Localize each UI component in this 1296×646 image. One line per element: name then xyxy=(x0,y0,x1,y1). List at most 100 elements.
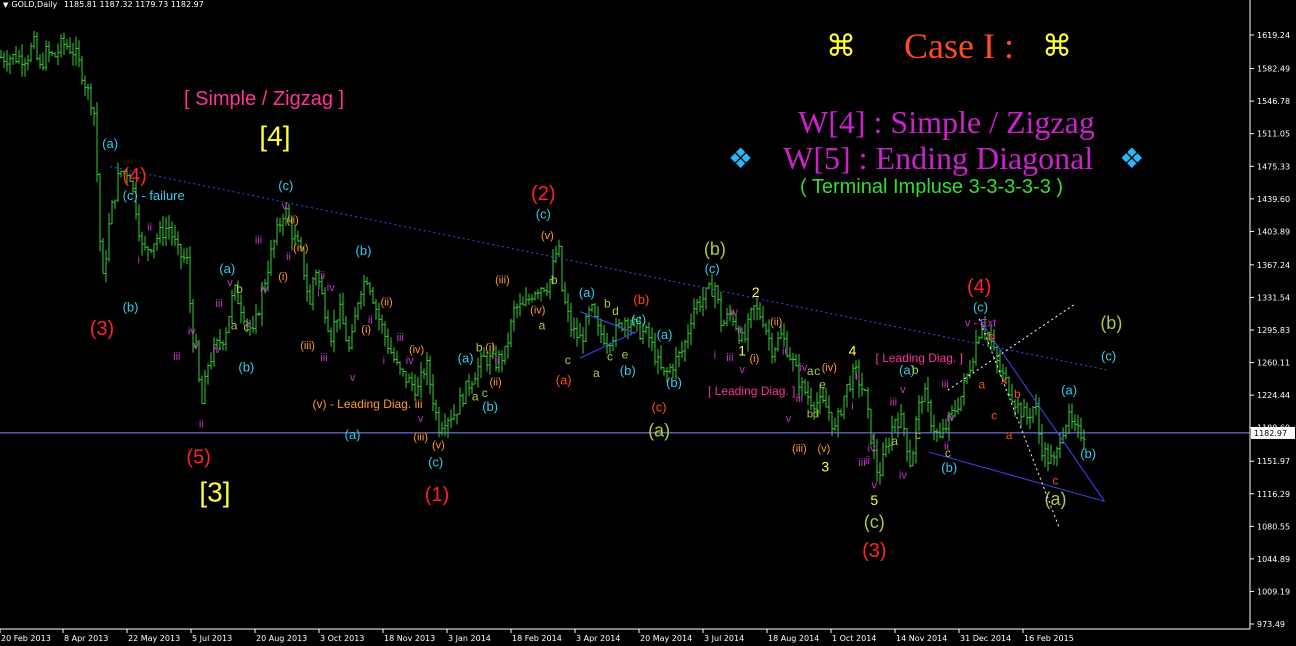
ohlc-bar xyxy=(5,50,9,72)
ohlc-bar xyxy=(407,373,411,383)
ohlc-bar xyxy=(302,247,306,281)
ohlc-bar xyxy=(851,363,855,399)
ohlc-bar xyxy=(635,318,639,332)
ohlc-bar xyxy=(737,326,741,344)
ohlc-bar xyxy=(1073,414,1077,432)
ohlc-bar xyxy=(815,392,819,417)
x-tick-label: 22 May 2013 xyxy=(128,634,180,643)
wave-label: iv xyxy=(327,282,335,294)
ohlc-bar xyxy=(1025,402,1029,425)
wave-labels: (3)(a)(4)(c) - failure(b)iii(5)[3][4]iii… xyxy=(90,121,1123,562)
dropdown-icon[interactable]: ▼ xyxy=(3,1,9,9)
wave-label: (c) xyxy=(428,454,443,469)
wave-label: (iii) xyxy=(300,340,315,352)
ohlc-bar xyxy=(335,319,339,333)
ohlc-bar xyxy=(665,366,669,383)
x-tick-label: 3 Jul 2014 xyxy=(704,634,744,643)
wave-label: (a) xyxy=(345,427,361,442)
ohlc-bar xyxy=(701,286,705,317)
ohlc-bar xyxy=(773,347,777,363)
ohlc-bar xyxy=(893,418,897,433)
ohlc-bar xyxy=(380,314,384,334)
ohlc-bar xyxy=(383,321,387,347)
ohlc-bar xyxy=(770,332,774,364)
ohlc-bar xyxy=(377,302,381,331)
ohlc-bar xyxy=(1079,417,1083,442)
wave-label: (b) xyxy=(620,363,636,378)
ohlc-bar xyxy=(554,245,558,264)
wave-label: (b) xyxy=(482,399,498,414)
ohlc-bar xyxy=(56,43,60,65)
wave-label: i xyxy=(851,400,853,412)
wave-label: (4) xyxy=(122,165,146,187)
ohlc-bar xyxy=(311,276,315,311)
ohlc-bar xyxy=(791,352,795,372)
ohlc-bar xyxy=(293,224,297,245)
ohlc-bar xyxy=(641,323,645,344)
ohlc-bar xyxy=(728,304,732,322)
ohlc-bar xyxy=(71,42,75,66)
ohlc-bar xyxy=(467,373,471,396)
wave-label: c xyxy=(945,446,951,460)
ohlc-bar xyxy=(1046,443,1050,472)
ohlc-bar xyxy=(1010,383,1014,404)
ohlc-bar xyxy=(911,450,915,467)
terminal-impulse-note: ( Terminal Impluse 3-3-3-3-3 ) xyxy=(800,176,1064,198)
y-tick-label: 1403.89 xyxy=(1257,227,1290,236)
ohlc-bar xyxy=(857,359,861,398)
ohlc-bar xyxy=(716,284,720,304)
wave-label: (3) xyxy=(862,540,886,562)
ohlc-bar xyxy=(713,282,717,309)
ohlc-bar xyxy=(494,345,498,372)
ohlc-bar xyxy=(110,200,114,225)
ohlc-bar xyxy=(200,375,204,405)
ohlc-bar xyxy=(758,302,762,320)
wave-label: ii xyxy=(147,222,152,234)
ohlc-bar xyxy=(389,337,393,355)
ohlc-bar xyxy=(587,306,591,326)
ohlc-bar xyxy=(581,327,585,354)
ohlc-bar xyxy=(887,437,891,454)
ohlc-bar xyxy=(257,311,261,316)
ohlc-bar xyxy=(794,353,798,367)
wave-label: iv xyxy=(188,326,196,338)
ohlc-bar xyxy=(278,217,282,233)
ohlc-bar xyxy=(116,162,120,203)
ohlc-bar xyxy=(263,278,267,294)
ohlc-bar xyxy=(35,32,39,61)
ohlc-bar xyxy=(113,199,117,210)
wave-label: (iii) xyxy=(495,275,510,287)
ohlc-bar xyxy=(95,102,99,183)
ohlc-bar xyxy=(755,296,759,321)
ohlc-bar xyxy=(323,287,327,324)
wave-label: iv xyxy=(406,355,414,367)
wave-label: ii xyxy=(247,318,252,330)
ohlc-bar xyxy=(845,383,849,408)
ohlc-bar xyxy=(914,415,918,464)
simple-zigzag-note: [ Simple / Zigzag ] xyxy=(184,88,345,110)
wave-label: (v) - Leading Diag. iii xyxy=(313,397,423,411)
ohlc-bar xyxy=(488,348,492,376)
wave-label: (b) xyxy=(704,239,726,259)
wave-label: (b) xyxy=(356,243,372,258)
ohlc-bar xyxy=(980,322,984,339)
ohlc-bar xyxy=(503,345,507,365)
wave-label: (v) xyxy=(432,440,445,452)
ohlc-bar xyxy=(11,53,15,65)
ohlc-bar xyxy=(359,290,363,310)
ohlc-bar xyxy=(986,331,990,347)
ohlc-bar xyxy=(434,399,438,421)
ohlc-bar xyxy=(248,320,252,336)
y-tick-label: 1439.60 xyxy=(1257,195,1290,204)
ohlc-bar xyxy=(680,340,684,358)
ohlc-bar xyxy=(329,327,333,347)
ohlc-bar xyxy=(125,167,129,186)
ohlc-bar xyxy=(275,217,279,246)
ohlc-bar xyxy=(254,304,258,334)
diamond-icon-right: ❖ xyxy=(1119,142,1145,174)
wave-label: (c) xyxy=(973,299,988,314)
wave-label: c xyxy=(991,409,997,423)
ohlc-bar xyxy=(1055,446,1059,467)
ohlc-bar xyxy=(746,313,750,352)
